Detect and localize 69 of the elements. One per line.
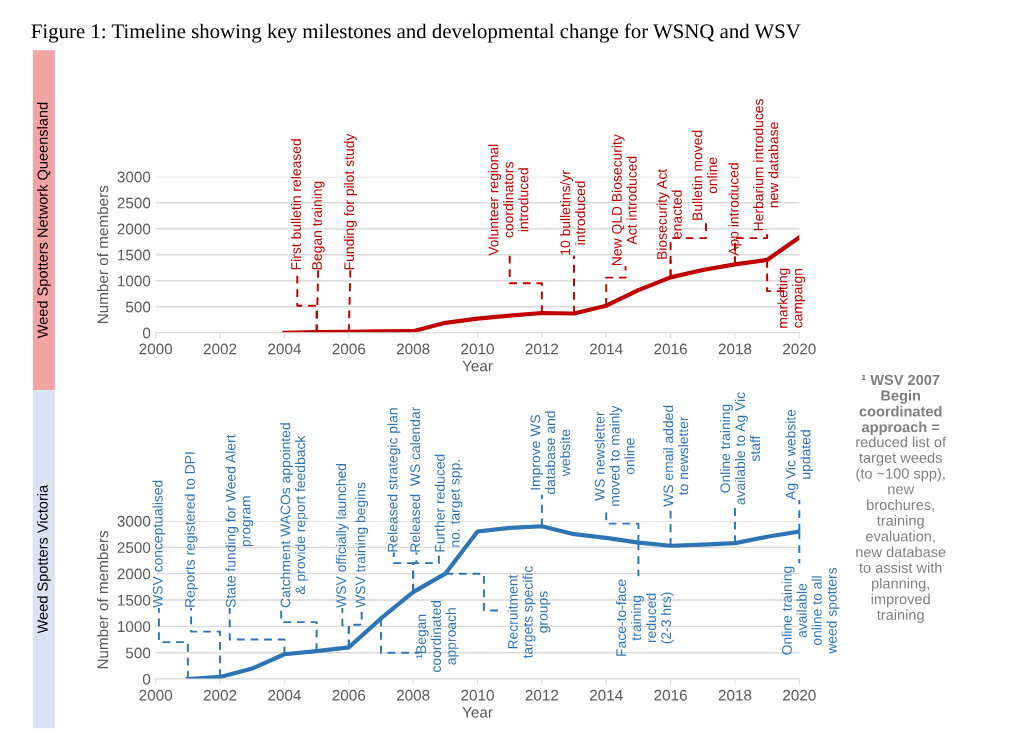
y-tick-label: 1500 bbox=[118, 594, 151, 606]
annotation: First bulletin released bbox=[290, 139, 302, 270]
annotation: Released strategic plan bbox=[387, 408, 401, 552]
y-tick-label: 0 bbox=[142, 327, 151, 339]
annotation: Funding for pilot study bbox=[343, 133, 357, 270]
x-tick-label: 2018 bbox=[718, 343, 752, 355]
annotation: Biosecurity Act enacted bbox=[656, 168, 682, 259]
text: reduced list of target weeds (to ~100 spp), new brochures, training evaluation, new database to assist with planning, improved training bbox=[856, 436, 947, 623]
annotation: marketing campaign bbox=[777, 268, 806, 328]
annotation: ¹Began coordinated approach bbox=[416, 600, 459, 672]
y-axis-title: Number of members bbox=[97, 530, 109, 669]
y-tick-label: 3000 bbox=[117, 515, 151, 527]
x-tick-label: 2014 bbox=[590, 343, 623, 355]
annotation: Began training bbox=[311, 181, 325, 270]
y-tick-label: 2000 bbox=[117, 223, 151, 235]
x-tick-label: 2004 bbox=[268, 343, 301, 355]
text: Weed Spotters Network Queensland bbox=[37, 102, 51, 339]
x-axis-title: Year bbox=[462, 360, 493, 372]
annotation: Improve WS database and website bbox=[530, 411, 571, 495]
annotation: Released WS calendar bbox=[409, 406, 421, 552]
annotation: 10 bulletins/yr introduced bbox=[560, 170, 586, 255]
annotation: WSV conceptualised bbox=[152, 480, 166, 608]
annotation: State funding for Weed Alert program bbox=[225, 434, 254, 608]
x-tick-label: 2012 bbox=[525, 343, 559, 355]
x-tick-label: 2002 bbox=[203, 343, 237, 355]
y-tick-label: 2500 bbox=[117, 197, 151, 209]
x-tick-label: 2020 bbox=[783, 343, 816, 355]
annotation: Herbarium introduces new database bbox=[753, 99, 779, 231]
y-tick-label: 1500 bbox=[118, 249, 151, 261]
x-tick-label: 2010 bbox=[461, 689, 494, 701]
annotation: WSV officially launched bbox=[335, 463, 349, 608]
annotation: WSV training begins bbox=[355, 482, 369, 608]
annotation: Volunteer regional coordinators introduced bbox=[488, 144, 529, 256]
x-tick-label: 2006 bbox=[332, 689, 366, 701]
x-tick-label: 2020 bbox=[783, 689, 816, 701]
x-tick-label: 2008 bbox=[396, 343, 430, 355]
annotation: Face-to-face training reduced (2-3 hrs) bbox=[615, 579, 674, 656]
annotation: Further reduced no. target spp. bbox=[434, 454, 463, 552]
annotation: WS email added to newsletter bbox=[663, 405, 689, 507]
caption: Figure 1: Timeline showing key milestones and developmental change for WSNQ and WSV bbox=[31, 23, 801, 43]
y-tick-label: 2500 bbox=[117, 542, 151, 554]
y-axis-title: Number of members bbox=[97, 185, 109, 324]
x-axis-title: Year bbox=[462, 707, 493, 718]
x-tick-label: 2016 bbox=[654, 343, 687, 355]
x-tick-label: 2008 bbox=[396, 689, 430, 701]
annotation: Ag Vic website updated bbox=[785, 409, 814, 500]
annotation: Reports registered to DPI bbox=[184, 452, 198, 607]
x-tick-label: 2002 bbox=[203, 689, 237, 701]
annotation: WS newsletter moved to mainly online bbox=[594, 405, 635, 506]
y-tick-label: 0 bbox=[142, 673, 151, 685]
y-tick-label: 1000 bbox=[118, 275, 151, 287]
x-tick-label: 2018 bbox=[718, 689, 752, 701]
y-tick-label: 2000 bbox=[117, 568, 151, 580]
x-tick-label: 2012 bbox=[525, 689, 559, 701]
x-tick-label: 2016 bbox=[654, 689, 687, 701]
annotation: Online training available to Ag Vic staff bbox=[719, 392, 761, 505]
y-tick-label: 500 bbox=[125, 301, 151, 313]
x-tick-label: 2006 bbox=[332, 343, 366, 355]
annotation: Online training available online to all weed spotters bbox=[781, 566, 840, 655]
annotation: Recruitment targets specific groups bbox=[507, 566, 551, 659]
text: Weed Spotters Victoria bbox=[37, 484, 51, 634]
x-tick-label: 2014 bbox=[590, 689, 623, 701]
y-tick-label: 3000 bbox=[117, 171, 151, 183]
y-tick-label: 500 bbox=[125, 647, 151, 659]
annotation: App introduced bbox=[728, 163, 742, 256]
x-tick-label: 2010 bbox=[461, 343, 494, 355]
y-tick-label: 1000 bbox=[118, 621, 151, 633]
x-tick-label: 2004 bbox=[268, 689, 301, 701]
annotation: Catchment WACOs appointed & provide report feedback bbox=[280, 423, 309, 608]
